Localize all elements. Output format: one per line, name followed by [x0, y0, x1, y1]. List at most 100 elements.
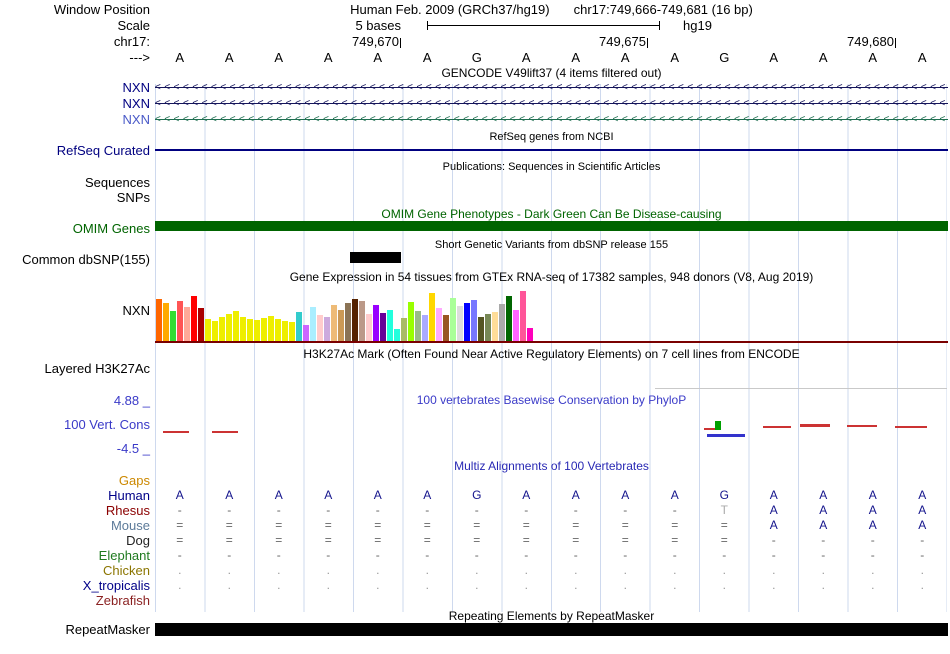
- gtex-track-title[interactable]: Gene Expression in 54 tissues from GTEx …: [289, 270, 814, 284]
- h3k27ac-track-label[interactable]: Layered H3K27Ac: [44, 361, 150, 376]
- gtex-tissue-bar[interactable]: [457, 306, 463, 341]
- gtex-tissue-bar[interactable]: [492, 312, 498, 341]
- gtex-tissue-bar[interactable]: [366, 314, 372, 341]
- species-label[interactable]: Gaps: [118, 473, 150, 488]
- sequences-track-label[interactable]: Sequences: [84, 175, 150, 190]
- transcript-exon-line[interactable]: <<<<<<<<<<<<<<<<<<<<<<<<<<<<<<<<<<<<<<<<…: [155, 80, 948, 95]
- gtex-tissue-bar[interactable]: [415, 311, 421, 341]
- conservation-track-title[interactable]: 100 vertebrates Basewise Conservation by…: [416, 393, 687, 407]
- conservation-wiggle-area[interactable]: [155, 398, 948, 456]
- omim-track-title[interactable]: OMIM Gene Phenotypes - Dark Green Can Be…: [381, 207, 722, 221]
- gtex-tissue-bar[interactable]: [191, 296, 197, 341]
- gtex-tissue-bar[interactable]: [261, 318, 267, 341]
- gtex-tissue-bar[interactable]: [240, 317, 246, 341]
- gtex-tissue-bar[interactable]: [520, 291, 526, 341]
- gtex-tissue-bar[interactable]: [443, 315, 449, 341]
- gtex-tissue-bar[interactable]: [233, 311, 239, 341]
- gtex-tissue-bar[interactable]: [436, 308, 442, 341]
- gtex-tissue-bar[interactable]: [408, 302, 414, 341]
- gtex-tissue-bar[interactable]: [177, 301, 183, 341]
- gtex-tissue-bar[interactable]: [527, 328, 533, 341]
- gtex-tissue-bar[interactable]: [324, 317, 330, 341]
- species-label[interactable]: Chicken: [103, 563, 150, 578]
- species-label[interactable]: Zebrafish: [95, 593, 150, 608]
- gtex-tissue-bar[interactable]: [450, 298, 456, 341]
- gencode-transcript-label[interactable]: NXN: [122, 96, 150, 111]
- h3k27ac-track-title[interactable]: H3K27Ac Mark (Often Found Near Active Re…: [303, 347, 800, 361]
- gtex-tissue-bar[interactable]: [205, 319, 211, 341]
- gtex-tissue-bar[interactable]: [317, 315, 323, 341]
- gtex-tissue-bar[interactable]: [499, 304, 505, 341]
- multiz-species-row[interactable]: X_tropicalis................: [0, 578, 950, 593]
- gtex-gene-label[interactable]: NXN: [122, 303, 150, 318]
- gtex-tissue-bar[interactable]: [471, 300, 477, 341]
- conservation-track-label[interactable]: 100 Vert. Cons: [64, 417, 150, 432]
- gtex-tissue-bar[interactable]: [373, 305, 379, 341]
- repeatmasker-track-label[interactable]: RepeatMasker: [65, 622, 150, 637]
- gtex-tissue-bar[interactable]: [170, 311, 176, 341]
- species-label[interactable]: Human: [108, 488, 150, 503]
- transcript-exon-line[interactable]: <<<<<<<<<<<<<<<<<<<<<<<<<<<<<<<<<<<<<<<<…: [155, 96, 948, 111]
- gtex-tissue-bar[interactable]: [513, 310, 519, 341]
- gtex-tissue-bar[interactable]: [226, 314, 232, 341]
- gtex-tissue-bar[interactable]: [275, 319, 281, 341]
- omim-gene-bar[interactable]: [155, 221, 948, 231]
- refseq-curated-label[interactable]: RefSeq Curated: [56, 143, 150, 158]
- gtex-tissue-bar[interactable]: [387, 310, 393, 341]
- gtex-tissue-bar[interactable]: [156, 299, 162, 341]
- gtex-tissue-bar[interactable]: [380, 313, 386, 341]
- species-label[interactable]: Mouse: [110, 518, 150, 533]
- gtex-tissue-bar[interactable]: [247, 319, 253, 341]
- h3k27ac-signal-line[interactable]: [655, 388, 947, 389]
- gtex-gene-model-line[interactable]: [155, 341, 948, 343]
- gencode-transcript-label[interactable]: NXN: [122, 112, 150, 127]
- gtex-tissue-bar[interactable]: [478, 317, 484, 341]
- gtex-tissue-bar[interactable]: [289, 322, 295, 341]
- multiz-species-row[interactable]: Mouse = = = = = = = = = = = = A A A A: [0, 518, 950, 533]
- refseq-gene-line[interactable]: [155, 149, 948, 151]
- multiz-species-row[interactable]: Zebrafish: [0, 593, 950, 608]
- species-label[interactable]: X_tropicalis: [82, 578, 150, 593]
- gtex-tissue-bar[interactable]: [303, 325, 309, 341]
- gtex-tissue-bar[interactable]: [198, 308, 204, 341]
- gtex-tissue-bar[interactable]: [254, 320, 260, 341]
- multiz-species-row[interactable]: Chicken................: [0, 563, 950, 578]
- gtex-tissue-bar[interactable]: [212, 321, 218, 341]
- gtex-tissue-bar[interactable]: [282, 321, 288, 341]
- repeatmasker-element-bar[interactable]: [155, 623, 948, 636]
- species-label[interactable]: Dog: [126, 533, 150, 548]
- gtex-tissue-bar[interactable]: [268, 316, 274, 341]
- gtex-tissue-bar[interactable]: [352, 299, 358, 341]
- gtex-tissue-bar[interactable]: [338, 310, 344, 341]
- gtex-expression-barchart[interactable]: [156, 286, 533, 341]
- transcript-exon-line[interactable]: <<<<<<<<<<<<<<<<<<<<<<<<<<<<<<<<<<<<<<<<…: [155, 112, 948, 127]
- multiz-species-row[interactable]: Dog = = = = = = = = = = = = - - - -: [0, 533, 950, 548]
- dbsnp-variant-bar[interactable]: [350, 252, 401, 263]
- gtex-tissue-bar[interactable]: [429, 293, 435, 341]
- species-label[interactable]: Rhesus: [105, 503, 150, 518]
- species-label[interactable]: Elephant: [98, 548, 150, 563]
- gtex-tissue-bar[interactable]: [464, 303, 470, 341]
- repeatmasker-track-title[interactable]: Repeating Elements by RepeatMasker: [448, 609, 655, 623]
- gtex-tissue-bar[interactable]: [163, 303, 169, 341]
- gencode-track-title[interactable]: GENCODE V49lift37 (4 items filtered out): [441, 66, 662, 80]
- gtex-tissue-bar[interactable]: [345, 303, 351, 341]
- gtex-tissue-bar[interactable]: [296, 312, 302, 341]
- omim-genes-label[interactable]: OMIM Genes: [72, 221, 150, 236]
- refseq-track-title[interactable]: RefSeq genes from NCBI: [489, 131, 614, 143]
- gencode-transcript-label[interactable]: NXN: [122, 80, 150, 95]
- gtex-tissue-bar[interactable]: [331, 305, 337, 341]
- multiz-species-row[interactable]: Human A A A A A A G A A A A G A A A A: [0, 488, 950, 503]
- snps-track-label[interactable]: SNPs: [116, 190, 150, 205]
- dbsnp-track-label[interactable]: Common dbSNP(155): [22, 252, 150, 267]
- multiz-species-row[interactable]: Elephant - - - - - - - - - - - - - - - -: [0, 548, 950, 563]
- gtex-tissue-bar[interactable]: [401, 318, 407, 341]
- gtex-tissue-bar[interactable]: [219, 317, 225, 341]
- dbsnp-track-title[interactable]: Short Genetic Variants from dbSNP releas…: [434, 239, 669, 251]
- gtex-tissue-bar[interactable]: [359, 301, 365, 341]
- gtex-tissue-bar[interactable]: [184, 307, 190, 341]
- gtex-tissue-bar[interactable]: [394, 329, 400, 341]
- publications-track-title[interactable]: Publications: Sequences in Scientific Ar…: [442, 161, 661, 173]
- multiz-track-title[interactable]: Multiz Alignments of 100 Vertebrates: [454, 459, 649, 473]
- gtex-tissue-bar[interactable]: [310, 307, 316, 341]
